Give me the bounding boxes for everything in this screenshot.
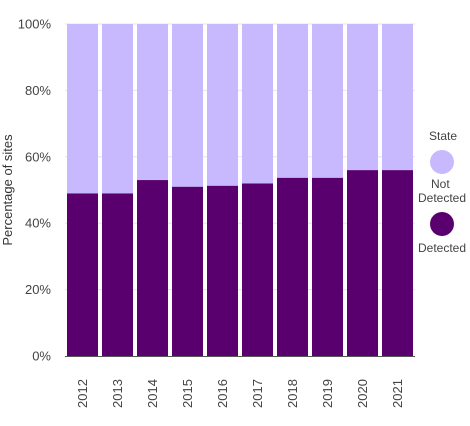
y-tick-label: 40% bbox=[25, 216, 51, 231]
bar-detected-2019 bbox=[312, 177, 343, 356]
x-tick-label-2016: 2016 bbox=[215, 379, 230, 408]
bar-not-detected-2020 bbox=[347, 24, 378, 171]
legend: State Not Detected Detected bbox=[418, 129, 466, 255]
x-tick-label-2019: 2019 bbox=[320, 379, 335, 408]
bar-not-detected-2014 bbox=[137, 24, 168, 181]
bar-detected-2015 bbox=[172, 186, 203, 356]
bar-detected-2016 bbox=[207, 185, 238, 356]
y-tick-label: 80% bbox=[25, 83, 51, 98]
bar-detected-2014 bbox=[137, 180, 168, 356]
bar-detected-2012 bbox=[67, 193, 98, 356]
bar-not-detected-2017 bbox=[242, 24, 273, 184]
bar-not-detected-2013 bbox=[102, 24, 133, 194]
legend-swatch-detected bbox=[430, 212, 454, 236]
legend-swatch-not-detected bbox=[430, 150, 454, 174]
bar-detected-2018 bbox=[277, 177, 308, 356]
x-tick-label-2012: 2012 bbox=[75, 379, 90, 408]
y-tick-label: 0% bbox=[32, 349, 51, 364]
bars bbox=[67, 24, 413, 356]
y-tick-label: 60% bbox=[25, 149, 51, 164]
bar-not-detected-2021 bbox=[382, 24, 413, 171]
y-tick-label: 100% bbox=[18, 17, 52, 32]
x-tick-label-2020: 2020 bbox=[355, 379, 370, 408]
x-tick-label-2021: 2021 bbox=[390, 379, 405, 408]
bar-not-detected-2012 bbox=[67, 24, 98, 194]
bar-detected-2020 bbox=[347, 170, 378, 356]
bar-detected-2021 bbox=[382, 170, 413, 356]
x-tick-label-2013: 2013 bbox=[110, 379, 125, 408]
legend-title: State bbox=[429, 129, 457, 143]
bar-detected-2017 bbox=[242, 183, 273, 356]
x-tick-label-2017: 2017 bbox=[250, 379, 265, 408]
bar-not-detected-2018 bbox=[277, 24, 308, 178]
y-tick-label: 20% bbox=[25, 282, 51, 297]
bar-detected-2013 bbox=[102, 193, 133, 356]
x-axis-ticks: 2012 2013 2014 2015 2016 2017 2018 2019 2020 2021 bbox=[75, 379, 405, 408]
x-tick-label-2015: 2015 bbox=[180, 379, 195, 408]
legend-label-detected: Detected bbox=[418, 241, 466, 255]
x-tick-label-2014: 2014 bbox=[145, 379, 160, 408]
y-axis-ticks: 0% 20% 40% 60% 80% 100% bbox=[18, 17, 52, 364]
bar-not-detected-2019 bbox=[312, 24, 343, 178]
x-tick-label-2018: 2018 bbox=[285, 379, 300, 408]
bar-not-detected-2015 bbox=[172, 24, 203, 187]
y-axis-title: Percentage of sites bbox=[0, 134, 15, 246]
legend-label-not-detected: Not Detected bbox=[418, 177, 466, 205]
bar-not-detected-2016 bbox=[207, 24, 238, 186]
